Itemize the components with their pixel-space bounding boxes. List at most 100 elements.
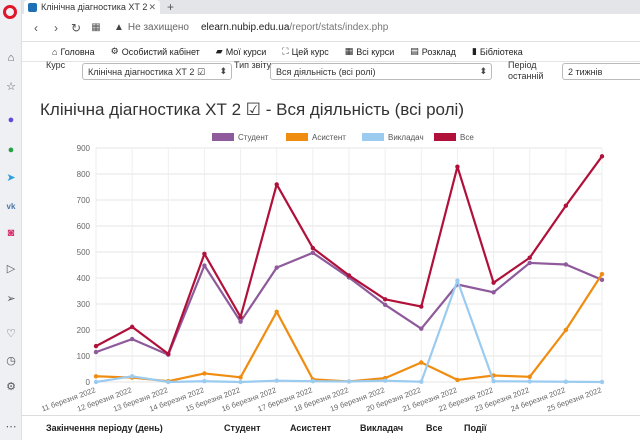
data-point (93, 374, 99, 379)
nav-item-2[interactable]: ▰ Мої курси (216, 46, 267, 57)
data-point (202, 379, 207, 384)
report-type-value: Вся діяльність (всі ролі) (276, 67, 376, 77)
nav-item-4[interactable]: ▦ Всі курси (345, 46, 395, 57)
nav-item-5[interactable]: ▤ Розклад (410, 46, 456, 57)
data-point (310, 379, 316, 384)
data-point (527, 374, 532, 379)
data-point (563, 379, 569, 384)
data-point (274, 378, 279, 383)
nav-item-label: Всі курси (356, 46, 395, 57)
data-point (491, 379, 496, 384)
url-path: /report/stats/index.php (289, 22, 389, 33)
data-point (238, 319, 243, 324)
data-point (527, 260, 532, 266)
sitemap-icon: ⛶ (282, 46, 289, 56)
url-field[interactable]: elearn.nubip.edu.ua/report/stats/index.p… (201, 22, 388, 33)
period-label: Період останній (508, 60, 544, 81)
data-point (202, 371, 207, 376)
tab-title: Клінічна діагностика ХТ 2 (41, 2, 148, 12)
col-student: Студент (224, 423, 261, 433)
forward-icon[interactable]: › (54, 20, 58, 35)
report-filters: Курс Клінічна діагностика ХТ 2 ☑ ⬍ Тип з… (22, 60, 640, 84)
nav-item-1[interactable]: ⚙ Особистий кабінет (111, 46, 200, 57)
browser-tab[interactable]: Клінічна діагностика ХТ 2 ✕ (24, 0, 160, 14)
y-tick-label: 200 (77, 326, 91, 335)
history-icon[interactable]: ◷ (6, 354, 16, 367)
data-point (93, 349, 99, 355)
send-icon[interactable]: ➢ (6, 292, 16, 305)
chevron-down-icon: ⬍ (219, 66, 227, 76)
messenger-icon[interactable]: ● (7, 114, 15, 126)
folder-icon: ▰ (215, 46, 223, 56)
data-point (455, 164, 460, 169)
reload-icon[interactable]: ↻ (70, 20, 82, 35)
site-nav: ⌂ Головна ⚙ Особистий кабінет ▰ Мої курси ⛶ Цей… (22, 42, 640, 62)
y-tick-label: 700 (77, 196, 91, 205)
opera-logo-icon[interactable] (3, 5, 17, 19)
course-label: Курс (46, 60, 66, 70)
stats-table-header: Закінчення періоду (день) Студент Асисте… (22, 415, 640, 440)
data-point (563, 203, 569, 208)
insecure-label: Не захищено (127, 22, 189, 33)
favicon-icon (28, 2, 37, 12)
data-point (238, 314, 243, 320)
legend-swatch (434, 133, 456, 141)
nav-item-6[interactable]: ▮ Бібліотека (472, 46, 523, 57)
data-point (202, 263, 207, 268)
report-type-select[interactable]: Вся діяльність (всі ролі) ⬍ (270, 63, 492, 80)
close-tab-icon[interactable]: ✕ (148, 1, 156, 12)
data-point (346, 379, 352, 384)
telegram-icon[interactable]: ➤ (6, 171, 16, 184)
settings-icon[interactable]: ⚙ (6, 380, 16, 393)
data-point (563, 262, 569, 267)
home-icon: ⌂ (52, 46, 58, 57)
home-sidebar-icon[interactable]: ⌂ (7, 52, 15, 64)
tab-strip: Клінічна діагностика ХТ 2 ✕ + (22, 0, 640, 14)
data-point (93, 379, 99, 385)
data-point (382, 302, 388, 307)
warning-icon[interactable]: ▲ (114, 22, 124, 33)
data-point (274, 309, 279, 314)
activity-chart: 0 100 200 300 400 500 600 700 800 900 11 березня 2… (22, 128, 640, 415)
vk-icon[interactable]: vk (6, 201, 16, 211)
player-icon[interactable]: ▷ (6, 262, 16, 275)
data-point (310, 250, 316, 255)
legend-label: Асистент (312, 133, 346, 142)
col-period-end: Закінчення періоду (день) (46, 423, 163, 433)
legend-swatch (212, 133, 234, 141)
data-point (93, 343, 99, 349)
new-tab-icon[interactable]: + (167, 0, 175, 14)
star-icon[interactable]: ☆ (6, 80, 16, 93)
period-select[interactable]: 2 тижнів (562, 63, 640, 80)
data-point (382, 378, 388, 383)
data-point (202, 251, 207, 257)
data-point (599, 379, 605, 385)
legend-label: Студент (238, 133, 269, 142)
data-point (455, 377, 460, 383)
nav-item-3[interactable]: ⛶ Цей курс (282, 46, 328, 57)
nav-item-0[interactable]: ⌂ Головна (52, 47, 95, 57)
data-point (129, 374, 135, 379)
data-point (599, 271, 605, 277)
instagram-icon[interactable]: ◙ (7, 227, 15, 239)
heart-icon[interactable]: ♡ (6, 327, 16, 340)
data-point (129, 324, 135, 330)
course-select[interactable]: Клінічна діагностика ХТ 2 ☑ ⬍ (82, 63, 232, 80)
data-point (166, 351, 171, 357)
y-tick-label: 800 (77, 170, 91, 179)
data-point (310, 245, 316, 251)
page-title: Клінічна діагностика ХТ 2 ☑ - Вся діяльн… (40, 100, 464, 119)
browser-sidebar: ⌂ ☆ ● ● ➤ vk ◙ ▷ ➢ ♡ ◷ ⚙ ⋯ (0, 0, 22, 440)
y-tick-label: 100 (77, 352, 91, 361)
y-tick-label: 0 (86, 378, 91, 387)
nav-item-label: Головна (60, 46, 95, 57)
legend-label: Викладач (388, 133, 424, 142)
whatsapp-icon[interactable]: ● (7, 144, 15, 156)
data-point (455, 278, 460, 283)
y-tick-label: 900 (77, 144, 91, 153)
nav-item-label: Мої курси (225, 46, 267, 57)
back-icon[interactable]: ‹ (34, 20, 38, 35)
more-icon[interactable]: ⋯ (5, 420, 17, 433)
tabs-grid-icon[interactable]: ▦ (91, 22, 101, 33)
nav-item-label: Бібліотека (479, 46, 523, 57)
